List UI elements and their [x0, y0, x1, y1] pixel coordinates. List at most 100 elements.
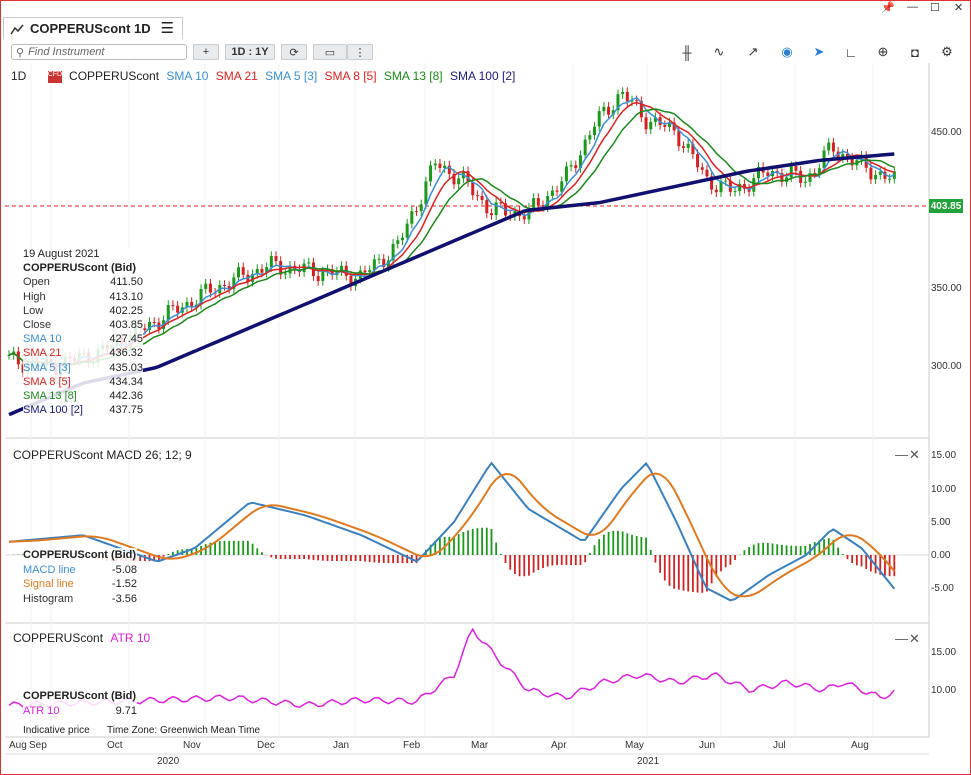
info-value: 402.25 — [109, 304, 143, 317]
close-panel-icon[interactable]: ✕ — [909, 447, 920, 462]
candle-body — [143, 328, 147, 330]
indicator-icon[interactable]: ∿ — [713, 44, 725, 59]
candle-body — [274, 256, 278, 262]
candle-body — [171, 305, 175, 307]
y-tick: 450.00 — [931, 127, 962, 138]
x-tick-month: May — [625, 740, 644, 751]
layout-icon[interactable]: ▭ — [313, 44, 347, 60]
atr-line — [8, 627, 895, 709]
minimize-panel-icon[interactable]: — — [895, 447, 908, 462]
candle-body — [443, 165, 447, 169]
candle-body — [869, 167, 873, 180]
search-input[interactable]: ⚲ Find Instrument — [11, 44, 187, 60]
hide-icon[interactable]: ◉ — [781, 44, 793, 59]
atr-info-box: COPPERUScont (Bid) ATR 10 9.71 — [23, 689, 137, 718]
candle-body — [635, 100, 639, 102]
candle-body — [199, 288, 203, 305]
candle-body — [719, 181, 723, 193]
candle-body — [330, 269, 334, 276]
close-icon[interactable]: ✕ — [954, 2, 964, 14]
sma8-line — [8, 101, 895, 367]
maximize-icon[interactable]: ☐ — [930, 2, 940, 14]
candle-body — [372, 259, 376, 271]
pin-icon[interactable]: 📌 — [881, 2, 895, 14]
info-row: High 413.10 — [23, 290, 143, 304]
candle-body — [892, 171, 896, 179]
candle-body — [176, 305, 180, 313]
info-row: Low 402.25 — [23, 304, 143, 318]
candle-body — [574, 165, 578, 169]
candle-body — [710, 176, 714, 190]
candle-body — [279, 261, 283, 275]
hamburger-menu-icon[interactable]: ☰ — [160, 20, 174, 37]
camera-icon[interactable]: ◘ — [911, 44, 919, 60]
candle-body — [569, 165, 573, 167]
info-key: Histogram — [23, 592, 74, 605]
info-value: 442.36 — [109, 390, 143, 403]
info-key: ATR 10 — [23, 704, 60, 717]
more-icon[interactable]: ⋮ — [347, 44, 373, 60]
candle-body — [682, 146, 686, 148]
candle-body — [831, 142, 835, 152]
minimize-panel-icon[interactable]: — — [895, 631, 908, 646]
info-key: Close — [23, 319, 52, 332]
settings-icon[interactable]: ⚙ — [941, 44, 953, 59]
legend-sma100: SMA 100 [2] — [449, 69, 516, 83]
x-tick-year: 2021 — [637, 756, 660, 767]
cursor-icon[interactable]: ➤ — [813, 44, 825, 59]
macd-info-name: COPPERUScont (Bid) — [23, 549, 137, 561]
candle-body — [541, 205, 545, 208]
period-button[interactable]: 1D : 1Y — [225, 44, 275, 60]
candle-body — [803, 181, 807, 183]
candle-body — [607, 106, 611, 115]
info-row: SMA 8 [5] 434.34 — [23, 375, 143, 389]
minimize-icon[interactable]: — — [907, 1, 918, 13]
candle-body — [316, 276, 320, 281]
x-tick-month: Aug — [9, 740, 27, 751]
candle-body — [405, 223, 409, 238]
candle-body — [396, 240, 400, 244]
sma13-line — [8, 108, 895, 366]
x-tick-month: Jan — [333, 740, 350, 751]
macd-info-box: COPPERUScont (Bid) MACD line -5.08 Signal … — [23, 548, 137, 606]
candle-body — [677, 130, 681, 147]
chart-tab[interactable]: COPPERUScont 1D ☰ — [3, 17, 183, 39]
candle-body — [16, 351, 20, 365]
candle-body — [166, 305, 170, 321]
refresh-icon[interactable]: ⟳ — [281, 44, 307, 60]
candle-body — [363, 270, 367, 273]
candle-body — [7, 354, 11, 356]
candle-body — [578, 155, 582, 169]
price-info-box: 19 August 2021 COPPERUScont (Bid) Open 41… — [23, 247, 143, 418]
candle-icon[interactable]: ╫ — [682, 44, 692, 60]
info-value: -5.08 — [111, 563, 137, 576]
x-tick-year: 2020 — [157, 756, 180, 767]
info-row: Open 411.50 — [23, 275, 143, 289]
info-key: SMA 100 [2] — [23, 404, 83, 417]
candle-body — [555, 190, 559, 192]
candle-body — [485, 200, 489, 214]
search-placeholder: Find Instrument — [28, 46, 105, 58]
info-value: -3.56 — [111, 592, 137, 605]
info-value: 434.34 — [109, 375, 143, 388]
candle-body — [808, 173, 812, 182]
zoom-icon[interactable]: ⊕ — [877, 44, 889, 59]
candle-body — [649, 121, 653, 130]
close-panel-icon[interactable]: ✕ — [909, 631, 920, 646]
add-button[interactable]: + — [193, 44, 219, 60]
magnet-icon[interactable]: ∟ — [844, 44, 858, 60]
candle-body — [419, 204, 423, 212]
candle-body — [438, 163, 442, 169]
atr-title: COPPERUScont ATR 10 — [13, 631, 150, 645]
macd-y-tick: 5.00 — [931, 517, 951, 528]
candle-body — [813, 173, 817, 175]
candle-body — [583, 139, 587, 156]
draw-line-icon[interactable]: ↗ — [747, 44, 759, 59]
info-value: 437.75 — [109, 404, 143, 417]
info-row: ATR 10 9.71 — [23, 704, 137, 719]
candle-body — [742, 184, 746, 189]
x-tick-month: Aug — [851, 740, 869, 751]
candle-body — [878, 171, 882, 175]
